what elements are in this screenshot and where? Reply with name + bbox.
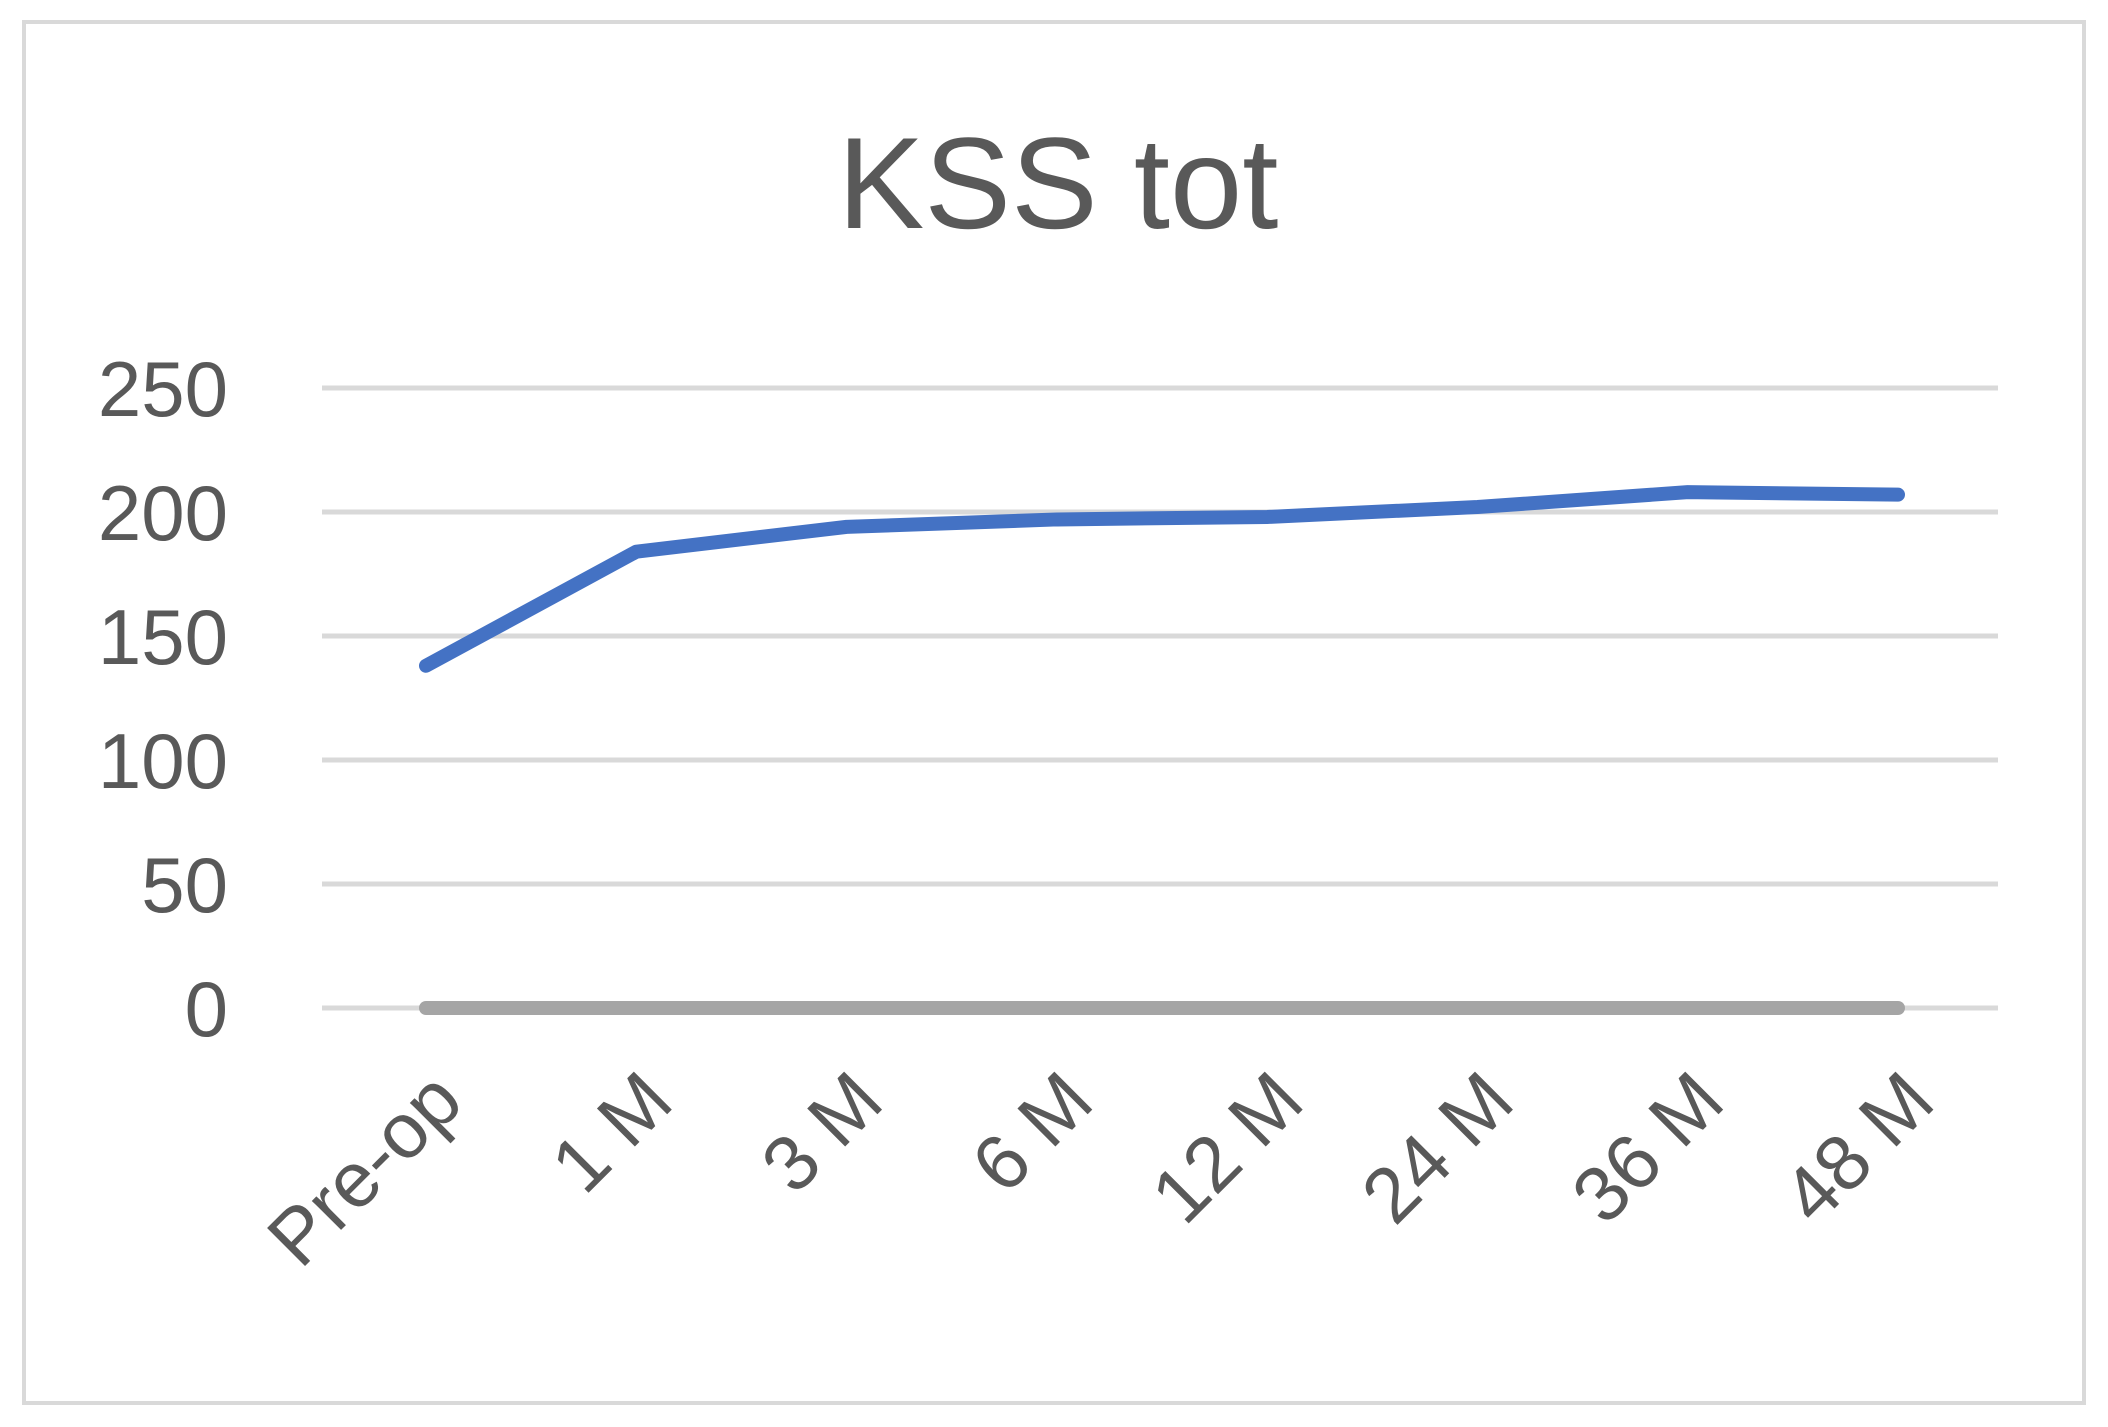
x-tick-label: 1 M [534,1055,688,1209]
x-tick-label: 6 M [955,1055,1109,1209]
series-line-0 [419,485,1905,673]
series-lines [419,485,1905,1015]
x-tick-label: 36 M [1555,1055,1740,1240]
x-tick-label: 12 M [1134,1055,1319,1240]
x-tick-label: 48 M [1765,1055,1950,1240]
x-tick-label: Pre-op [250,1055,478,1283]
x-axis-ticks: Pre-op 1 M 3 M 6 M 12 M 24 M 36 M 48 M [250,1055,1950,1283]
x-tick-label: 3 M [744,1055,898,1209]
y-tick-label: 50 [141,841,228,929]
y-tick-label: 0 [185,965,228,1053]
chart-frame [22,20,2086,1405]
y-tick-label: 200 [98,469,228,557]
y-tick-label: 150 [98,593,228,681]
y-axis-ticks: 0 50 100 150 200 250 [98,345,228,1053]
gridlines [322,385,1998,1011]
y-tick-label: 100 [98,717,228,805]
chart-title: KSS tot [838,110,1279,256]
y-tick-label: 250 [98,345,228,433]
x-tick-label: 24 M [1345,1055,1530,1240]
